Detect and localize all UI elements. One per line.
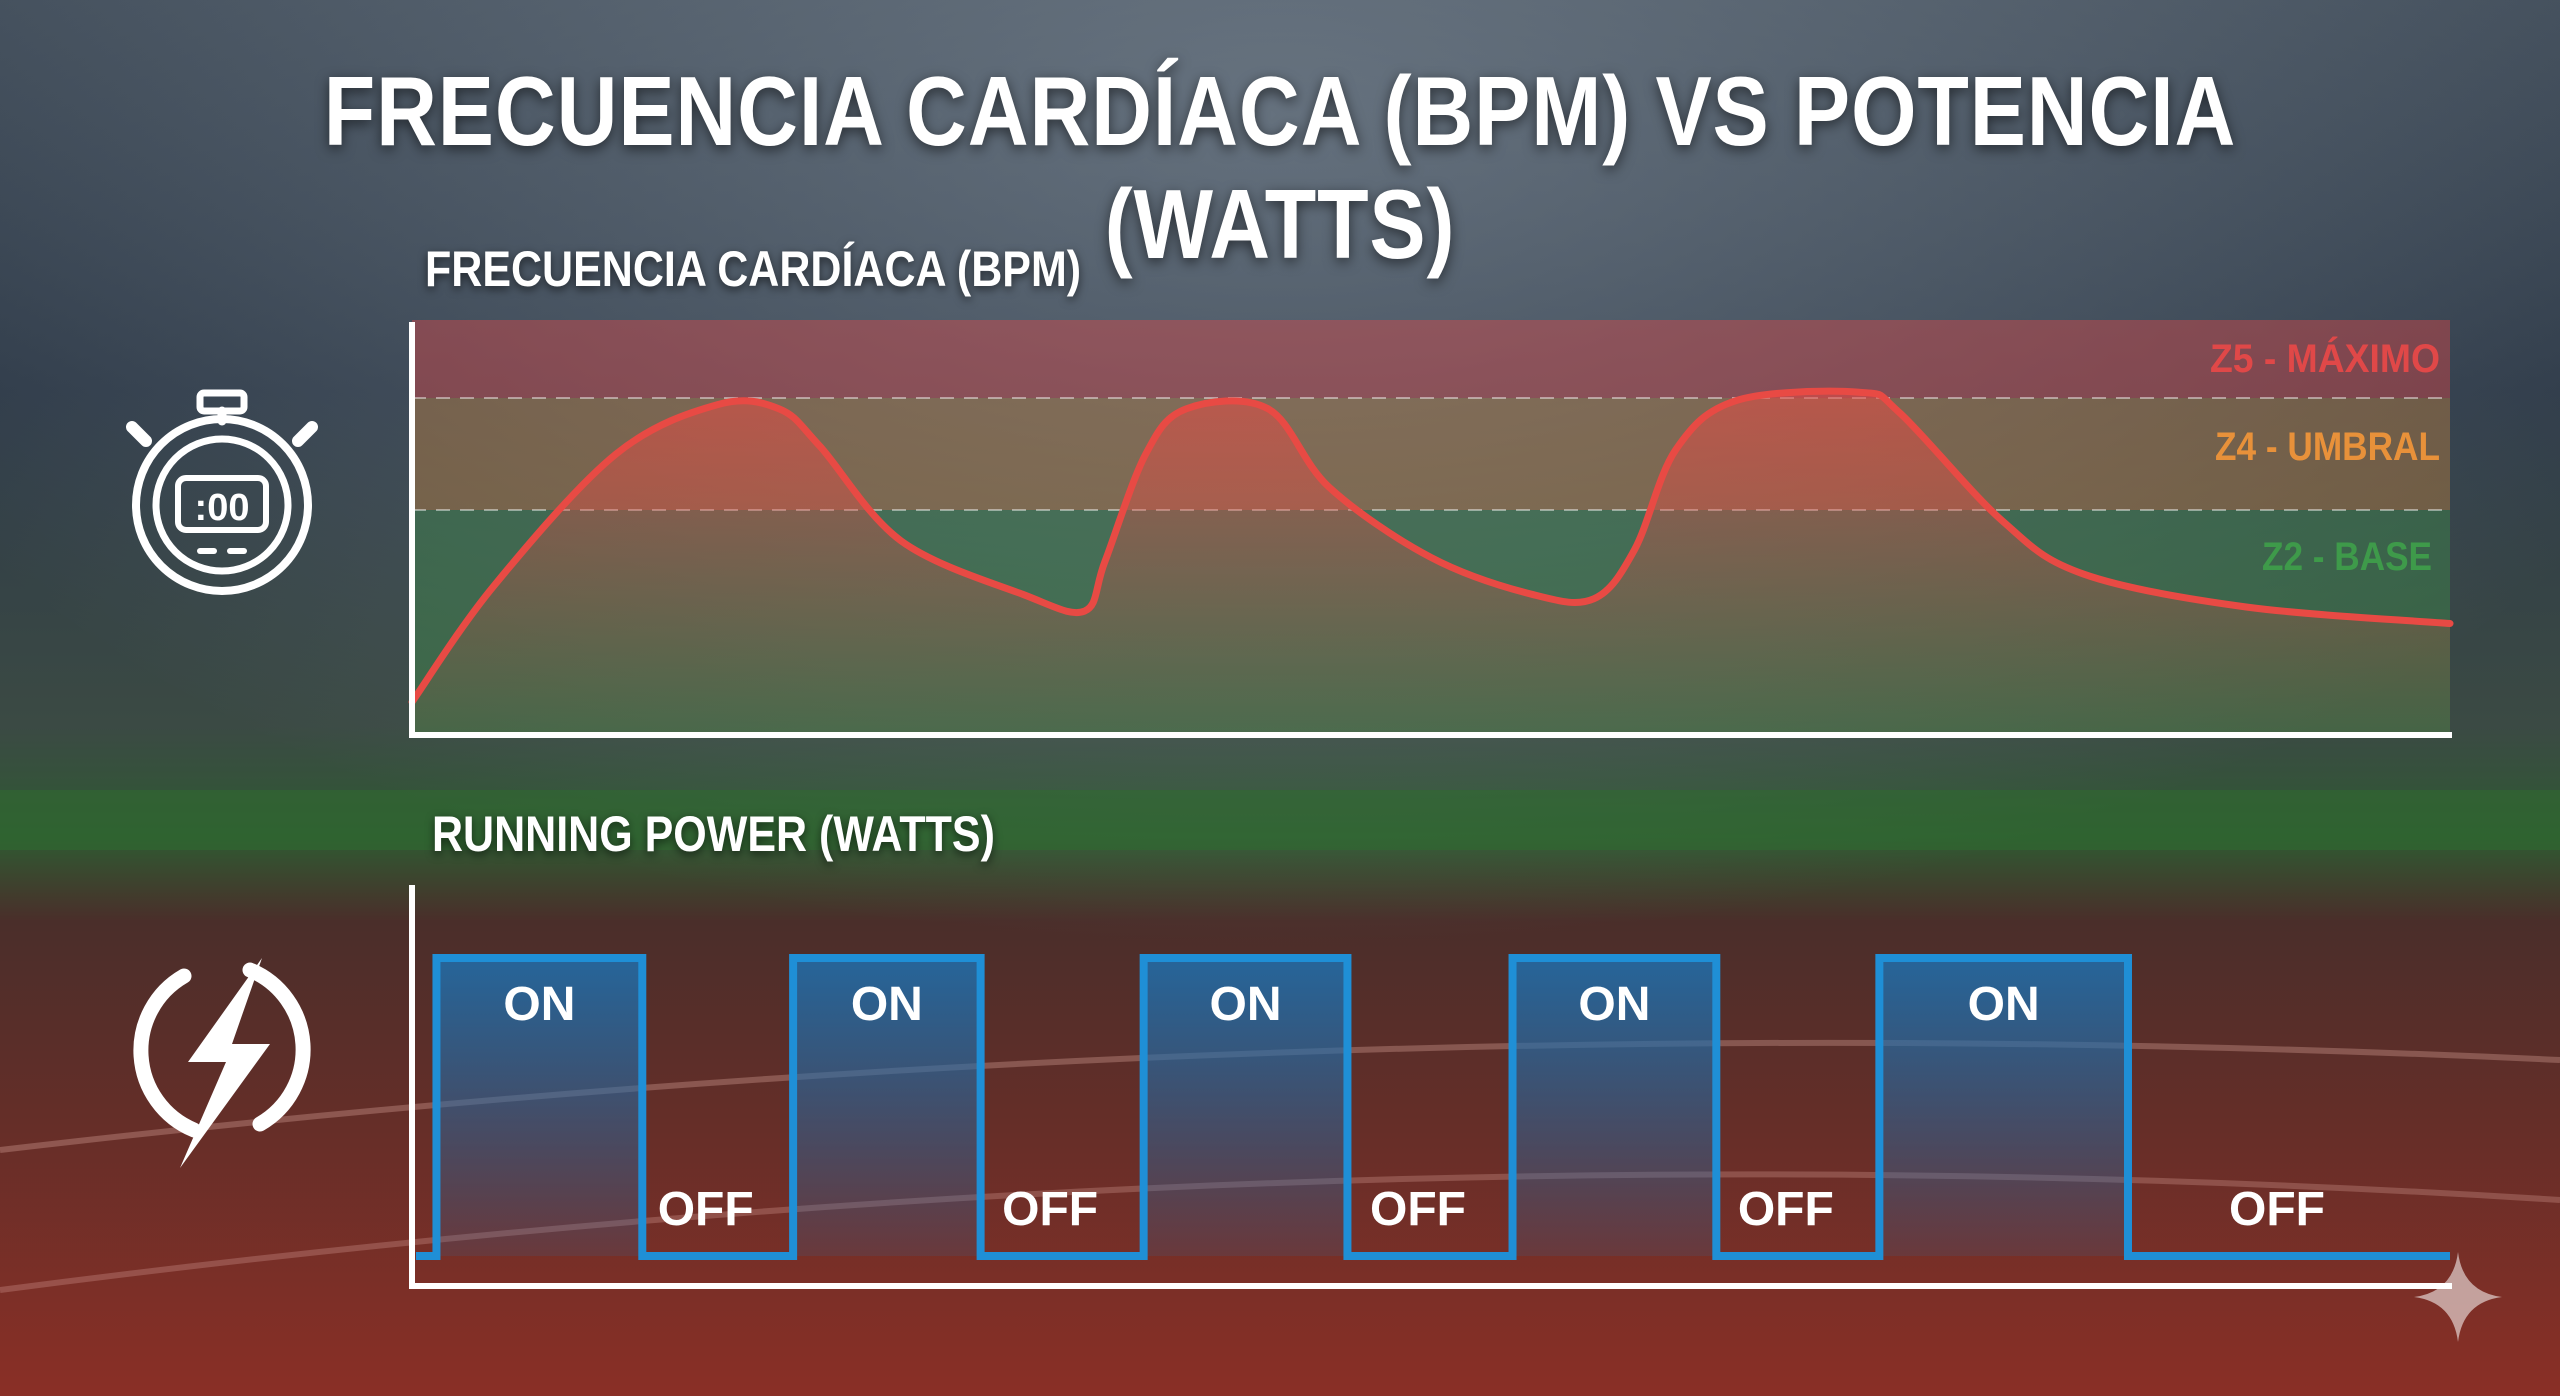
power-off-label: OFF [1370, 1183, 1466, 1236]
power-on-block [436, 958, 643, 1256]
power-off-label: OFF [1738, 1183, 1834, 1236]
power-off-label: OFF [1002, 1183, 1098, 1236]
heart-rate-chart: Z5 - MÁXIMO Z4 - UMBRAL Z2 - BASE [408, 320, 2454, 738]
heart-rate-title: FRECUENCIA CARDÍACA (BPM) [425, 241, 1082, 297]
power-segment-labels: ON OFF ON OFF ON OFF ON OFF ON OFF [503, 978, 2325, 1236]
power-off-label: OFF [658, 1183, 754, 1236]
main-title: FRECUENCIA CARDÍACA (BPM) VS POTENCIA (W… [323, 56, 2237, 279]
power-on-block [1512, 958, 1717, 1256]
power-on-label: ON [503, 978, 575, 1031]
power-on-label: ON [851, 978, 923, 1031]
power-on-label: ON [1578, 978, 1650, 1031]
power-title: RUNNING POWER (WATTS) [432, 806, 995, 862]
power-chart: ON OFF ON OFF ON OFF ON OFF ON OFF [409, 885, 2452, 1289]
zone-label-z5: Z5 - MÁXIMO [2210, 336, 2440, 381]
zone-label-z4: Z4 - UMBRAL [2215, 425, 2440, 469]
power-on-block [1879, 958, 2128, 1256]
power-axes [409, 885, 2452, 1289]
heart-rate-area [412, 391, 2450, 735]
stopwatch-icon: :00 [126, 389, 318, 595]
power-on-block [1143, 958, 1348, 1256]
background-field [0, 790, 2560, 850]
zone-label-z2: Z2 - BASE [2262, 535, 2432, 579]
heart-rate-line [408, 387, 2454, 706]
power-on-block [793, 958, 981, 1256]
stopwatch-display: :00 [195, 487, 250, 529]
zone-z5-band [412, 320, 2450, 398]
heart-rate-axes [409, 322, 2452, 738]
sparkle-icon [2414, 1252, 2502, 1342]
power-on-label: ON [1210, 978, 1282, 1031]
lightning-bolt-icon [133, 958, 311, 1168]
power-on-label: ON [1968, 978, 2040, 1031]
power-off-label: OFF [2229, 1183, 2325, 1236]
power-line [416, 954, 2450, 1260]
power-on-blocks [436, 958, 2128, 1256]
